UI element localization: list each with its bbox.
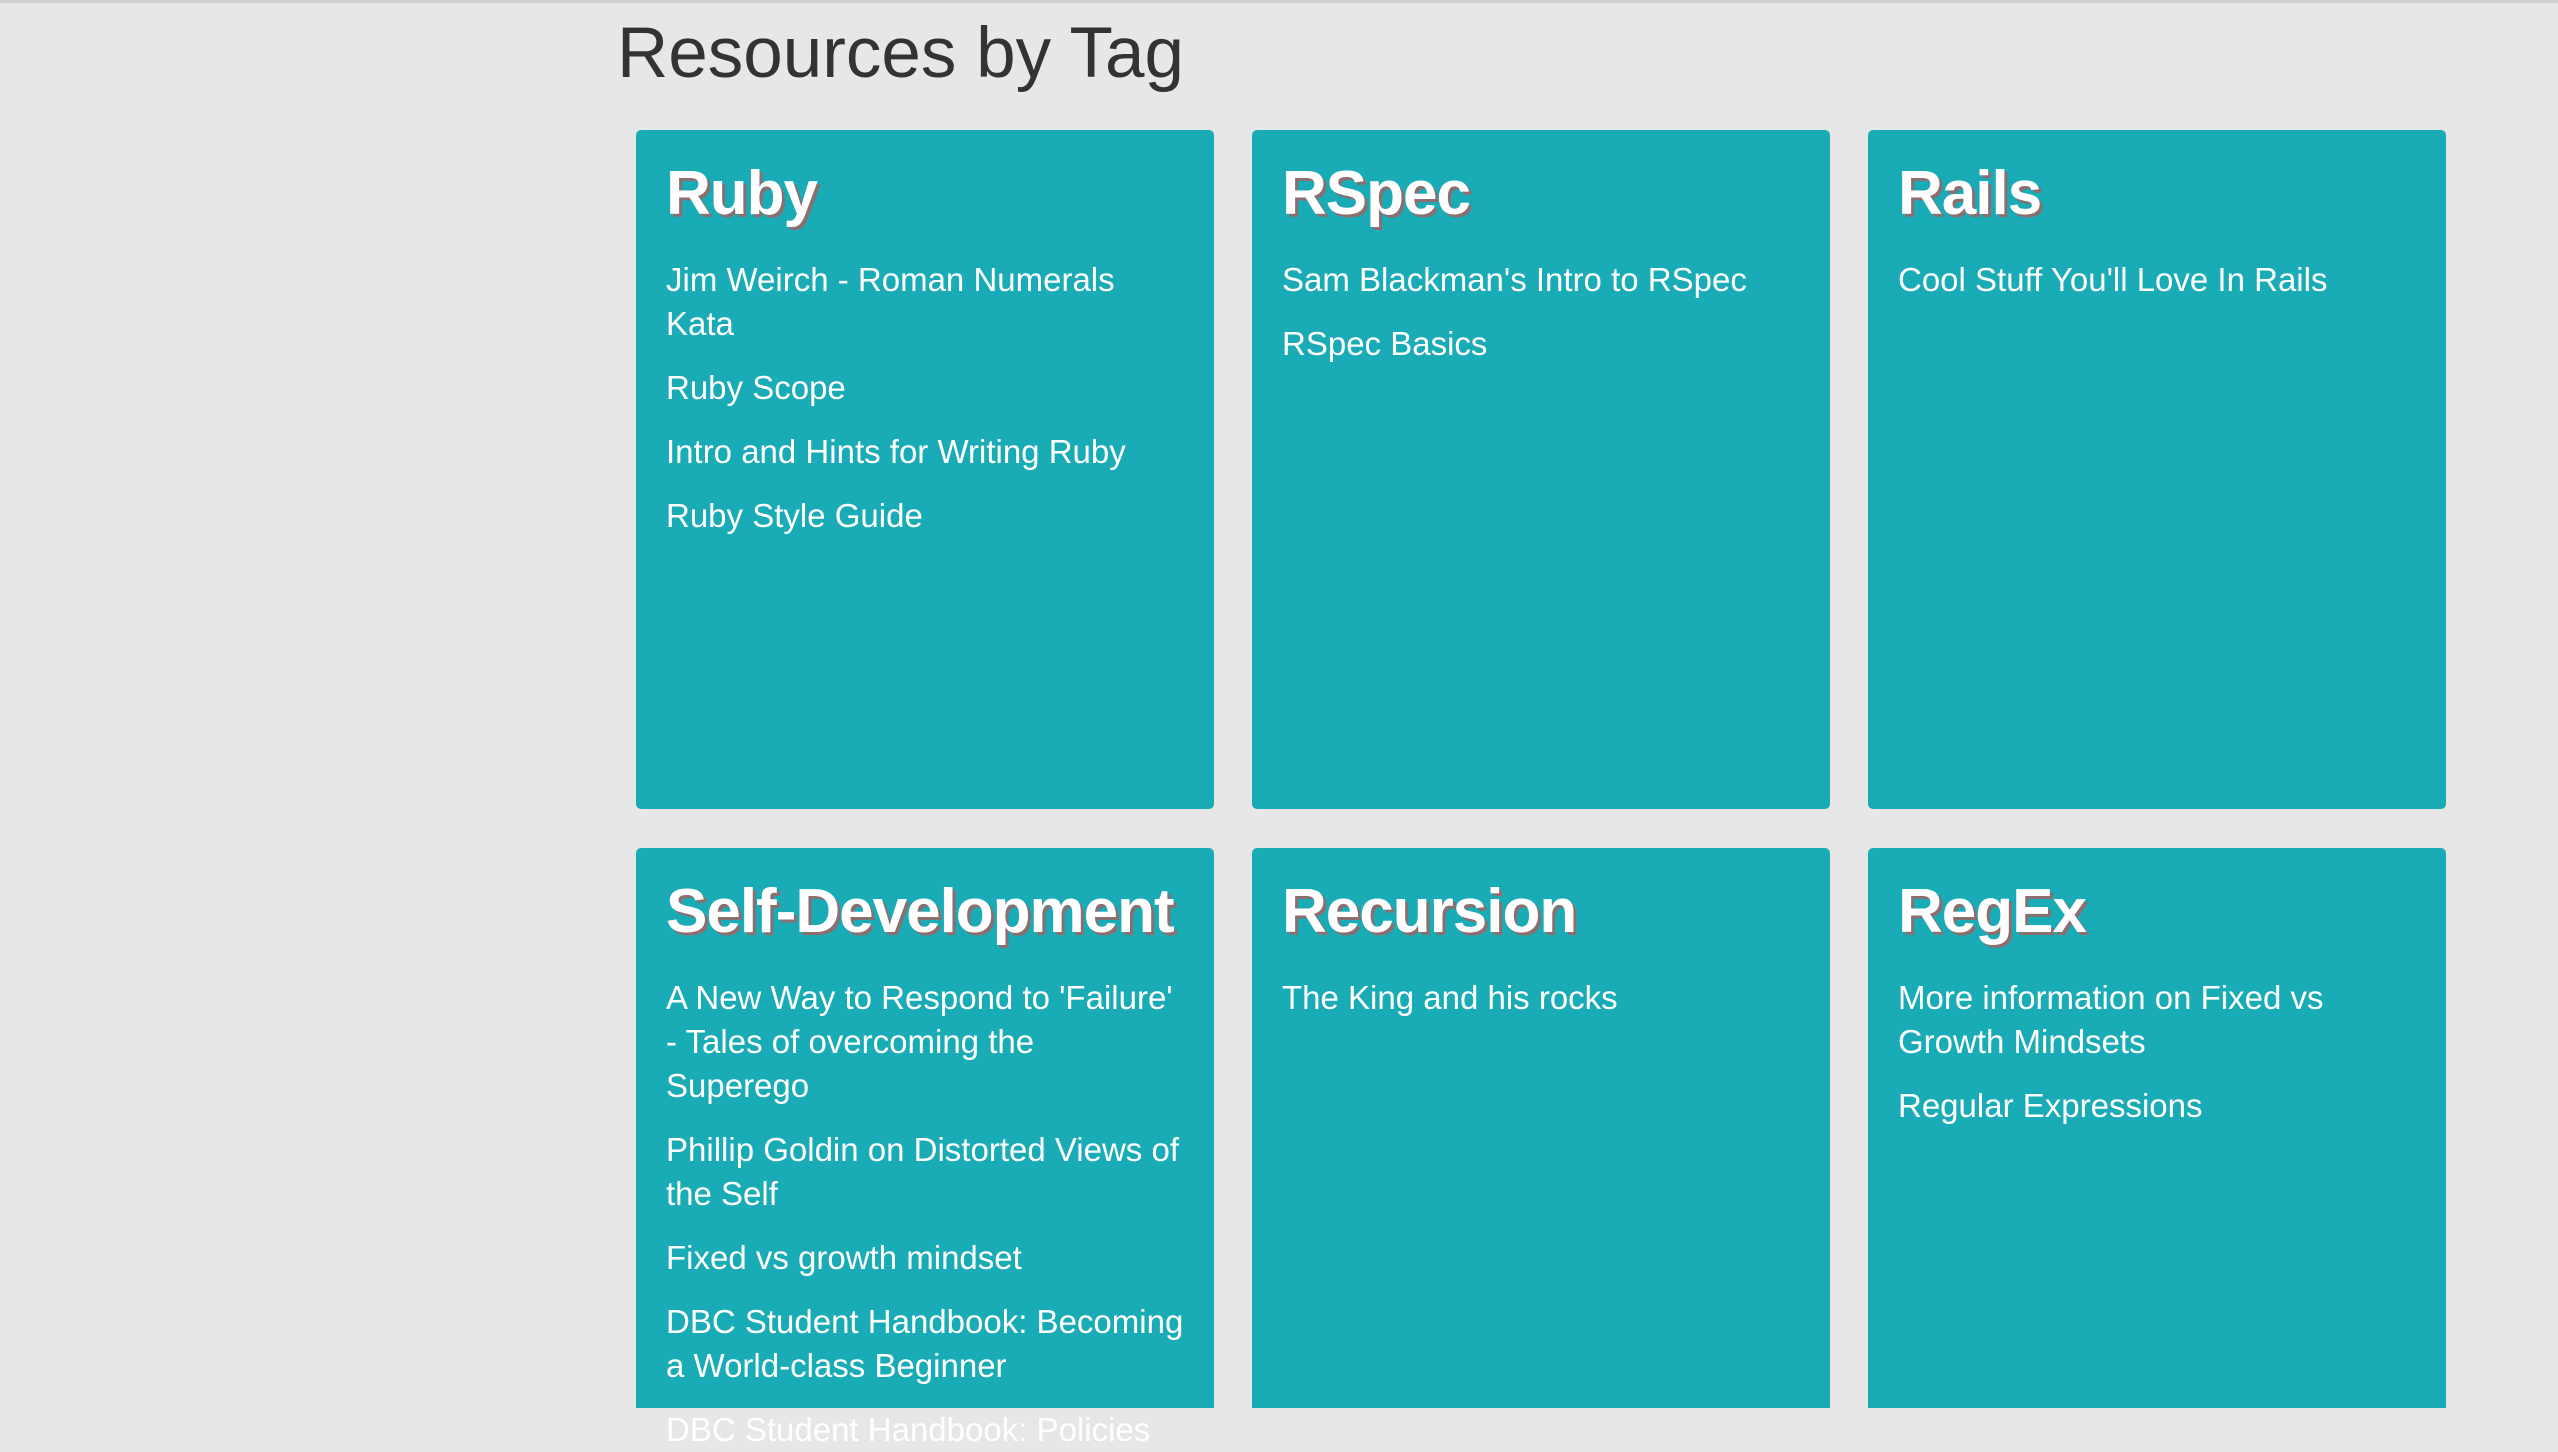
resource-link[interactable]: Ruby Style Guide [666, 497, 923, 534]
resource-list: More information on Fixed vs Growth Mind… [1898, 976, 2416, 1128]
tag-card-regex: RegEx More information on Fixed vs Growt… [1868, 848, 2446, 1408]
list-item: Regular Expressions [1898, 1084, 2416, 1128]
resource-link[interactable]: A New Way to Respond to 'Failure' - Tale… [666, 979, 1173, 1104]
resource-link[interactable]: More information on Fixed vs Growth Mind… [1898, 979, 2324, 1060]
tag-card-rails: Rails Cool Stuff You'll Love In Rails [1868, 130, 2446, 809]
list-item: RSpec Basics [1282, 322, 1800, 366]
list-item: The King and his rocks [1282, 976, 1800, 1020]
resource-list: The King and his rocks [1282, 976, 1800, 1020]
list-item: Jim Weirch - Roman Numerals Kata [666, 258, 1184, 346]
list-item: Ruby Scope [666, 366, 1184, 410]
tag-title[interactable]: Ruby [666, 159, 818, 228]
page-title: Resources by Tag [617, 14, 1184, 93]
resource-link[interactable]: Intro and Hints for Writing Ruby [666, 433, 1126, 470]
tag-title[interactable]: RegEx [1898, 877, 2087, 946]
list-item: More information on Fixed vs Growth Mind… [1898, 976, 2416, 1064]
list-item: Cool Stuff You'll Love In Rails [1898, 258, 2416, 302]
tag-title[interactable]: RSpec [1282, 159, 1471, 228]
list-item: Ruby Style Guide [666, 494, 1184, 538]
top-border [0, 0, 2558, 3]
list-item: DBC Student Handbook: Becoming a World-c… [666, 1300, 1184, 1388]
tag-card-ruby: Ruby Jim Weirch - Roman Numerals Kata Ru… [636, 130, 1214, 809]
list-item: Intro and Hints for Writing Ruby [666, 430, 1184, 474]
list-item: Fixed vs growth mindset [666, 1236, 1184, 1280]
list-item: A New Way to Respond to 'Failure' - Tale… [666, 976, 1184, 1108]
resource-link[interactable]: Regular Expressions [1898, 1087, 2203, 1124]
resource-link[interactable]: Phillip Goldin on Distorted Views of the… [666, 1131, 1179, 1212]
tag-card-self-development: Self-Development A New Way to Respond to… [636, 848, 1214, 1448]
tag-title[interactable]: Recursion [1282, 877, 1577, 946]
resource-link[interactable]: DBC Student Handbook: Policies [666, 1411, 1151, 1448]
resource-link[interactable]: The King and his rocks [1282, 979, 1618, 1016]
tag-title[interactable]: Self-Development [666, 877, 1175, 946]
resource-list: Jim Weirch - Roman Numerals Kata Ruby Sc… [666, 258, 1184, 538]
list-item: Sam Blackman's Intro to RSpec [1282, 258, 1800, 302]
tag-card-rspec: RSpec Sam Blackman's Intro to RSpec RSpe… [1252, 130, 1830, 809]
tag-card-recursion: Recursion The King and his rocks [1252, 848, 1830, 1408]
resource-list: Cool Stuff You'll Love In Rails [1898, 258, 2416, 302]
resource-link[interactable]: RSpec Basics [1282, 325, 1488, 362]
list-item: Phillip Goldin on Distorted Views of the… [666, 1128, 1184, 1216]
resource-list: A New Way to Respond to 'Failure' - Tale… [666, 976, 1184, 1452]
resource-link[interactable]: Ruby Scope [666, 369, 846, 406]
resource-list: Sam Blackman's Intro to RSpec RSpec Basi… [1282, 258, 1800, 366]
tag-title[interactable]: Rails [1898, 159, 2042, 228]
resource-link[interactable]: DBC Student Handbook: Becoming a World-c… [666, 1303, 1184, 1384]
resource-link[interactable]: Jim Weirch - Roman Numerals Kata [666, 261, 1115, 342]
resource-link[interactable]: Fixed vs growth mindset [666, 1239, 1022, 1276]
list-item: DBC Student Handbook: Policies [666, 1408, 1184, 1452]
resource-link[interactable]: Sam Blackman's Intro to RSpec [1282, 261, 1747, 298]
resource-link[interactable]: Cool Stuff You'll Love In Rails [1898, 261, 2328, 298]
